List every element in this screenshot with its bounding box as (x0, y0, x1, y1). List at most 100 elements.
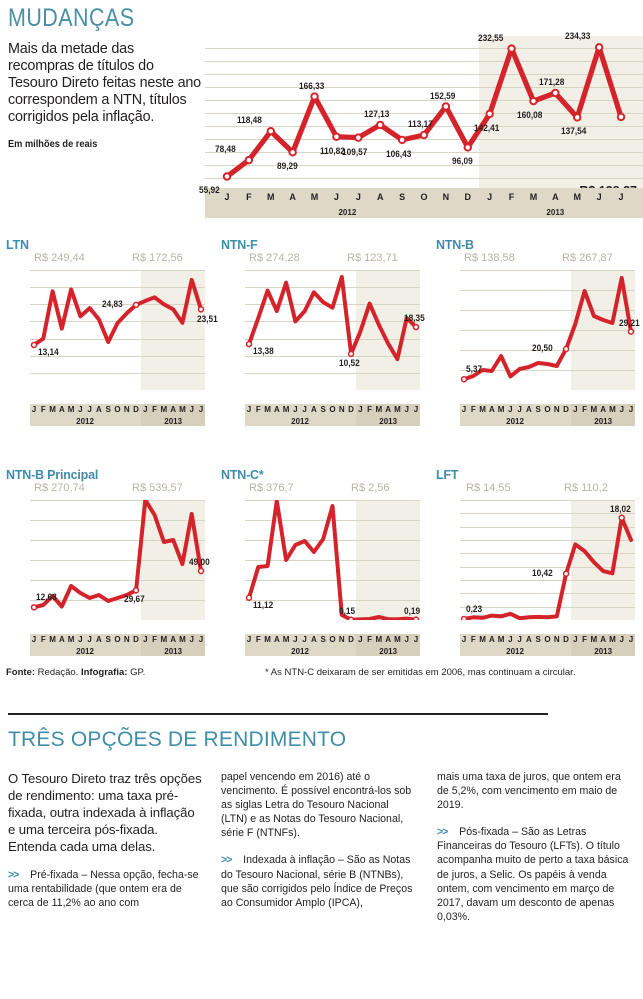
data-point-marker (347, 616, 355, 620)
gridline (460, 330, 635, 331)
chart-ltn: LTN R$ 249,44 R$ 172,56 05101520253035 J… (4, 238, 218, 433)
gridline (460, 593, 635, 595)
x-axis-month-label: M (49, 635, 56, 644)
arrow-icon: >> (8, 869, 19, 881)
data-point-marker (441, 102, 451, 111)
x-axis-year-2013: 2013 (379, 647, 398, 656)
x-axis-month-label: M (264, 635, 271, 644)
chart-ntnbp-sum-2012: R$ 270,74 (34, 482, 85, 494)
x-axis-month-label: D (563, 405, 569, 414)
data-point-label: 109,57 (342, 146, 368, 157)
gridline (245, 580, 420, 581)
x-axis-year-2012: 2012 (76, 647, 94, 656)
data-point-label: 160,08 (517, 110, 543, 121)
gridline (30, 338, 205, 340)
x-axis-month-label: J (143, 635, 148, 644)
data-point-marker (197, 567, 205, 575)
page-title: MUDANÇAS (8, 4, 135, 32)
data-point-marker (562, 345, 570, 353)
x-axis-month-label: D (464, 192, 472, 202)
x-axis-month-label: M (497, 405, 505, 414)
gridline (460, 270, 635, 271)
gridline (245, 338, 420, 340)
x-axis-month-label: J (404, 405, 409, 414)
x-axis-month-label: M (179, 635, 186, 644)
x-axis-month-label: J (31, 635, 37, 644)
x-axis-month-label: F (470, 405, 476, 414)
chart-ntnf-xaxis: J F M A M J J A S O N D J F M A M J J 2012 2013 (245, 404, 420, 426)
x-axis-month-label: M (375, 405, 383, 414)
chart-ntnc-title: NTN-C* (221, 468, 264, 482)
chart-ntnf-sum-2013: R$ 123,71 (347, 252, 398, 264)
data-point-label: 12,68 (36, 592, 57, 603)
article-column-2: papel vencendo em 2016) até o vencimento… (221, 770, 417, 923)
source-note: Fonte: Redação. Infografia: GP. (6, 667, 146, 678)
x-axis-month-label: F (40, 405, 46, 414)
chart-line-path (460, 276, 635, 383)
x-axis-year-2013: 2013 (594, 647, 613, 656)
gridline (205, 139, 643, 140)
gridline (460, 580, 635, 581)
x-axis-month-label: S (320, 405, 326, 414)
gridline (30, 270, 205, 271)
x-axis-month-label: N (338, 405, 345, 414)
x-axis-month-label: J (355, 192, 361, 202)
x-axis-month-label: M (264, 405, 271, 414)
data-point-marker (594, 43, 604, 52)
gridline (205, 152, 643, 153)
chart-ntnb-principal-title: NTN-B Principal (6, 468, 99, 482)
gridline (30, 600, 205, 601)
data-point-marker (397, 135, 407, 145)
gridline (30, 540, 205, 541)
x-axis-month-label: A (488, 635, 495, 644)
x-axis-month-label: A (289, 192, 296, 202)
data-point-label: 137,54 (561, 126, 587, 137)
data-point-marker (245, 340, 253, 348)
x-axis-month-label: J (628, 635, 634, 644)
x-axis-month-label: O (114, 405, 121, 414)
x-axis-year-2012: 2012 (291, 647, 309, 656)
x-axis-month-label: J (461, 405, 467, 414)
x-axis-shade-2013 (570, 634, 635, 656)
x-axis-month-label: M (479, 405, 486, 414)
x-axis-month-label: J (358, 405, 363, 414)
x-axis-month-label: A (170, 635, 177, 644)
x-axis-month-label: J (302, 635, 307, 644)
data-point-marker (288, 148, 297, 157)
x-axis-shade-2013 (140, 634, 205, 656)
units-label: Em milhões de reais (8, 138, 98, 150)
data-point-label: 0,15 (339, 605, 356, 616)
x-axis-month-label: M (497, 635, 505, 644)
x-axis-year-2012: 2012 (506, 647, 524, 656)
x-axis-month-label: J (198, 405, 204, 414)
x-axis-month-label: N (123, 405, 130, 414)
x-axis-month-label: F (367, 635, 373, 644)
x-axis-month-label: J (78, 405, 83, 414)
gridline (205, 100, 643, 101)
x-axis-month-label: M (609, 405, 616, 414)
data-point-label: 18,02 (609, 503, 631, 514)
chart-total-plot (205, 36, 643, 188)
x-axis-month-label: O (420, 192, 428, 202)
x-axis-month-label: M (573, 192, 581, 202)
data-point-marker (197, 306, 205, 313)
gridline (460, 540, 635, 541)
chart-ntnf: NTN-F R$ 274,28 R$ 123,71 05101520253035… (219, 238, 425, 433)
x-axis-month-label: A (488, 405, 495, 414)
x-axis-month-label: A (96, 635, 102, 644)
gridline (30, 520, 205, 521)
data-point-label: 20,50 (532, 343, 553, 353)
data-point-marker (310, 92, 319, 101)
x-axis-month-label: J (573, 635, 578, 644)
data-point-marker (376, 120, 385, 130)
x-axis-month-label: D (348, 635, 354, 644)
chart-ntnf-sum-2012: R$ 274,28 (249, 252, 300, 264)
chart-ntnf-plot: 05101520253035 (245, 270, 420, 390)
data-point-label: 10,52 (339, 357, 360, 368)
gridline (460, 500, 635, 501)
x-axis-month-label: M (590, 405, 598, 414)
x-axis-month-label: J (189, 405, 194, 414)
chart-line-path (245, 274, 420, 362)
data-point-marker (245, 594, 253, 601)
chart-ntnbp-plot: 020406080100120 (30, 500, 205, 620)
